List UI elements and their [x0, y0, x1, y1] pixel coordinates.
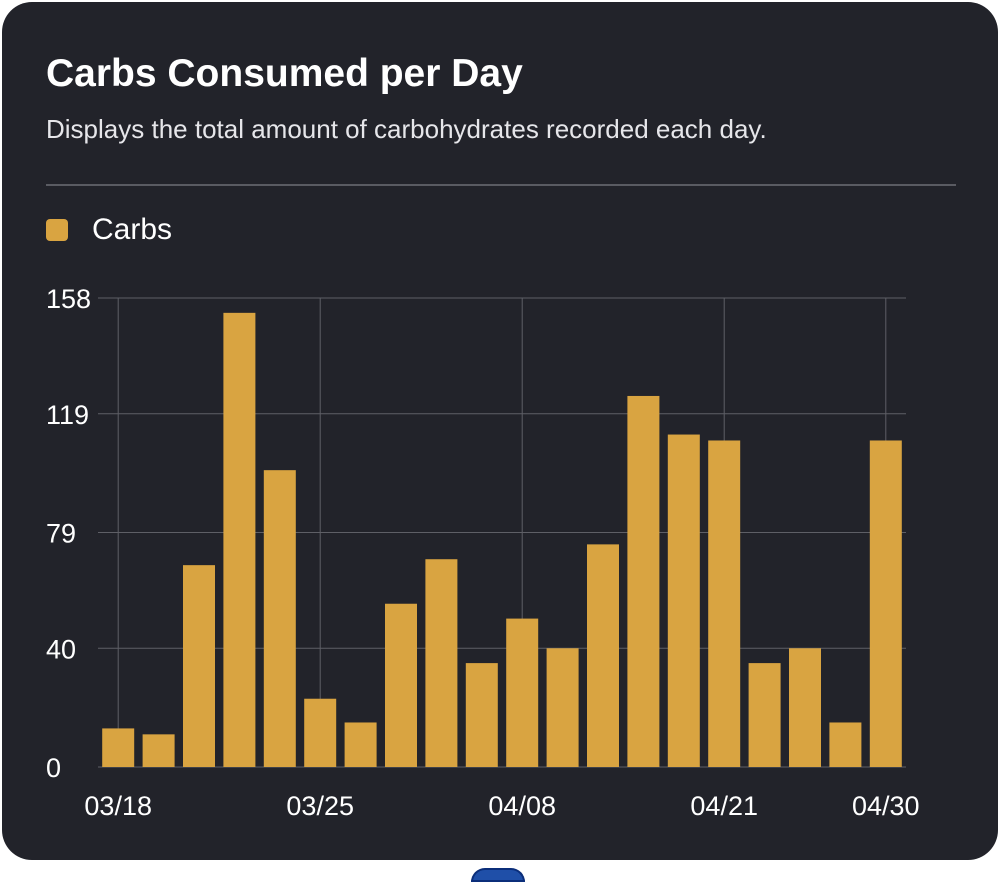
bar-carbs-03-19: 03/19: 11 — [142, 734, 175, 767]
y-tick-label: 119 — [46, 400, 89, 430]
bar-carbs-04-22: 04/22: 35 — [748, 663, 781, 767]
y-tick-label: 79 — [46, 519, 76, 549]
bar-carbs-03-18: 03/18: 13 — [102, 728, 135, 767]
bar-chart: 0 40 79 119 158 03/18 03/25 04/08 04/21 04/30 03/1… — [46, 284, 920, 821]
bar-carbs-04-05: 04/05: 35 — [465, 663, 498, 767]
home-indicator — [471, 868, 525, 882]
bar-carbs-04-10: 04/10: 75 — [587, 544, 619, 767]
bar-carbs-04-08: 04/08: 50 — [506, 618, 539, 767]
bar-carbs-04-23: 04/23: 40 — [789, 648, 821, 767]
legend-swatch-carbs — [46, 219, 68, 241]
bar-carbs-03-28: 03/28: 70 — [425, 559, 458, 767]
legend-label-carbs: Carbs — [92, 213, 173, 246]
bar-carbs-04-14: 04/14: 125 — [627, 395, 660, 767]
bar-carbs-03-22: 03/22: 100 — [263, 470, 296, 767]
x-tick-label: 03/18 — [84, 791, 152, 821]
bar-carbs-03-26: 03/26: 15 — [344, 722, 377, 767]
x-tick-label: 04/30 — [852, 791, 920, 821]
bar-carbs-04-09: 04/09: 40 — [546, 648, 579, 767]
chart-title: Carbs Consumed per Day — [46, 52, 523, 95]
chart-subtitle: Displays the total amount of carbohydrat… — [46, 114, 767, 144]
bar-carbs-04-30: 04/30: 110 — [869, 440, 902, 767]
legend[interactable]: Carbs — [46, 210, 172, 250]
x-tick-label: 03/25 — [286, 791, 354, 821]
y-tick-label: 0 — [46, 753, 61, 783]
bar-carbs-04-28: 04/28: 15 — [829, 722, 862, 767]
bar-carbs-03-25: 03/25: 23 — [304, 698, 337, 767]
y-tick-label: 40 — [46, 634, 76, 664]
x-tick-label: 04/08 — [488, 791, 556, 821]
header-divider — [46, 184, 956, 186]
bar-carbs-03-21: 03/21: 153 — [223, 312, 256, 767]
bar-carbs-03-20: 03/20: 68 — [183, 565, 215, 767]
bar-carbs-03-27: 03/27: 55 — [385, 603, 417, 767]
x-tick-label: 04/21 — [690, 791, 758, 821]
bar-carbs-04-21: 04/21: 110 — [708, 440, 741, 767]
chart-card: Carbs Consumed per Day Displays the tota… — [2, 2, 998, 860]
y-tick-label: 158 — [46, 284, 91, 314]
bar-carbs-04-15: 04/15: 112 — [667, 434, 700, 767]
